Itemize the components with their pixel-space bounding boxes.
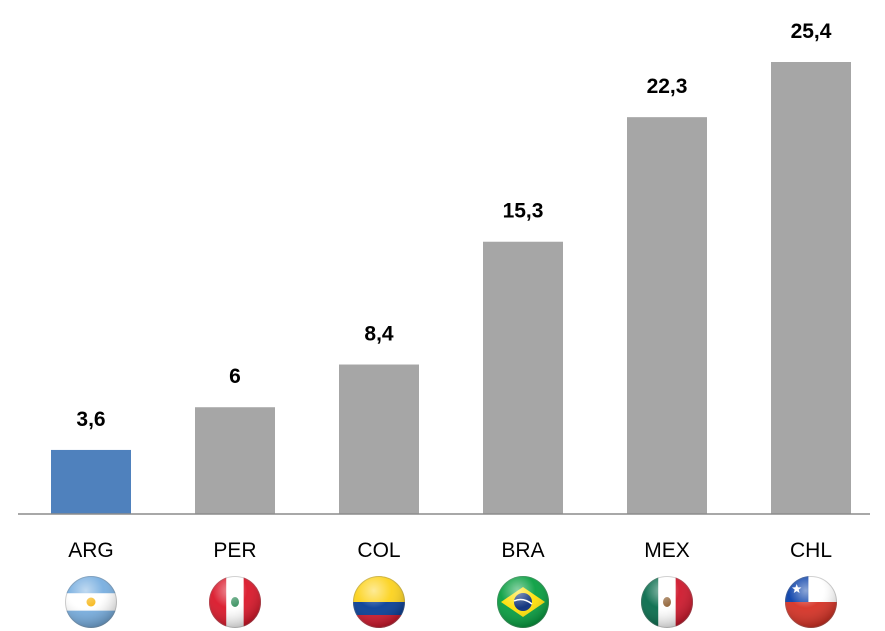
value-label-mex: 22,3 [647, 75, 688, 98]
category-label-per: PER [213, 539, 256, 562]
colombia-flag-icon [353, 576, 405, 628]
bar-arg [51, 449, 131, 514]
value-label-chl: 25,4 [791, 20, 832, 43]
bar-bra [483, 241, 563, 514]
value-label-col: 8,4 [364, 323, 394, 346]
bars-layer [51, 62, 851, 515]
argentina-flag-icon [65, 576, 117, 628]
category-label-arg: ARG [68, 539, 114, 562]
mexico-flag-icon [641, 576, 693, 628]
brazil-flag-icon [497, 576, 549, 628]
value-label-bra: 15,3 [503, 200, 544, 223]
category-labels-layer: ARG PER COL BRA MEX CHL [68, 539, 832, 562]
category-label-bra: BRA [501, 539, 544, 562]
category-label-mex: MEX [644, 539, 690, 562]
value-label-per: 6 [229, 365, 241, 388]
bar-col [339, 364, 419, 514]
value-labels-layer: 3,6 6 8,4 15,3 22,3 25,4 [76, 20, 831, 431]
category-label-chl: CHL [790, 539, 832, 562]
chile-flag-icon [785, 576, 837, 628]
category-label-col: COL [357, 539, 400, 562]
value-label-arg: 3,6 [76, 408, 105, 431]
bar-mex [627, 117, 707, 515]
peru-flag-icon [209, 576, 261, 628]
flags-layer [65, 576, 837, 628]
bar-chl [771, 62, 851, 514]
bar-per [195, 407, 275, 514]
